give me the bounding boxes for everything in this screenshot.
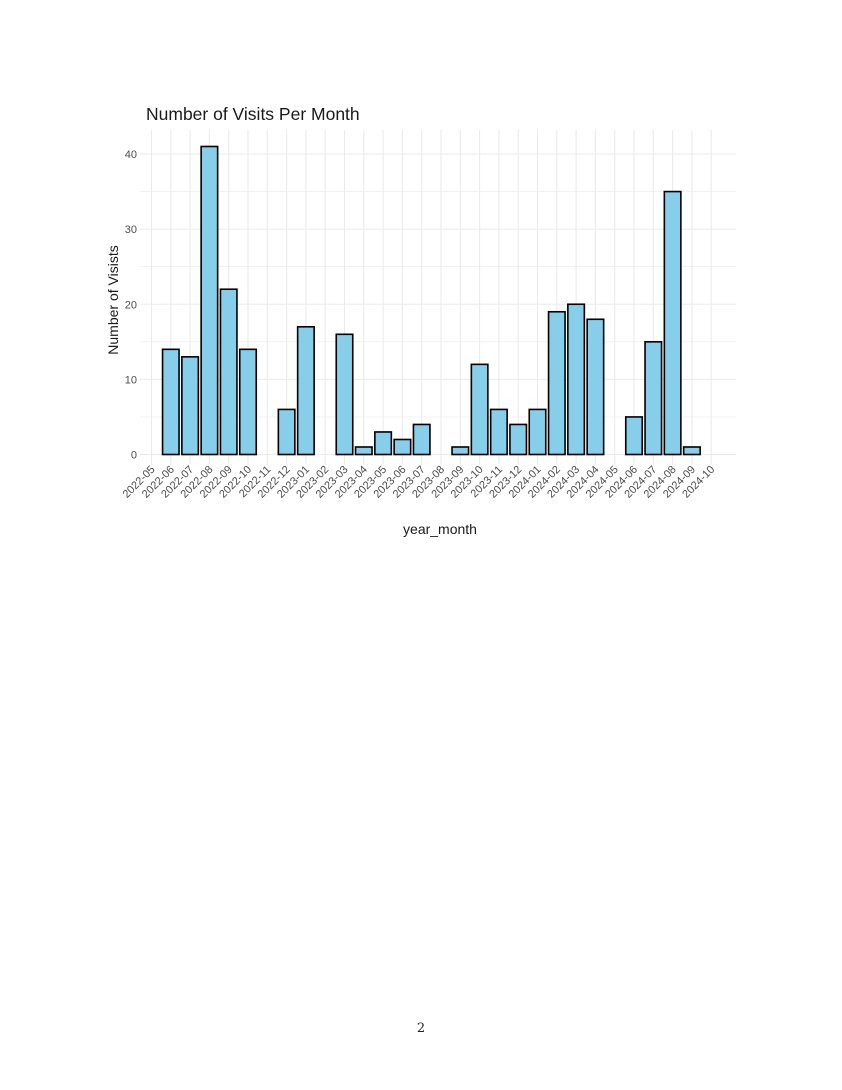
bar-2023-09 <box>451 446 470 456</box>
bar-2024-04 <box>586 318 605 456</box>
bar-2023-03 <box>335 333 354 456</box>
bar-2024-06 <box>624 416 644 456</box>
bar-2023-11 <box>489 408 508 456</box>
bar-2023-07 <box>412 423 431 456</box>
bar-2023-12 <box>509 423 528 456</box>
y-tick-label: 30 <box>125 224 137 236</box>
x-axis-label: year_month <box>403 521 477 537</box>
y-axis-label: Number of Visists <box>105 245 121 354</box>
bar-2023-05 <box>374 431 393 456</box>
bar-2022-12 <box>277 408 296 456</box>
bar-2024-09 <box>682 446 701 456</box>
bar-2023-01 <box>296 325 315 456</box>
bar-2024-07 <box>644 341 663 456</box>
bar-2022-09 <box>219 288 238 456</box>
bar-2024-08 <box>663 190 682 456</box>
y-tick-label: 0 <box>131 450 137 462</box>
visits-bar-chart: 0 10 20 30 40 2022-052022-062022-072022-0820… <box>105 104 736 537</box>
chart-title: Number of Visits Per Month <box>146 104 360 124</box>
bars <box>161 145 701 456</box>
bar-2022-07 <box>181 356 200 456</box>
y-tick-label: 40 <box>125 149 137 161</box>
y-axis-ticks: 0 10 20 30 40 <box>125 149 137 462</box>
x-axis-ticks: 2022-052022-062022-072022-082022-092022-… <box>121 464 718 501</box>
bar-2024-03 <box>567 303 586 456</box>
bar-2023-04 <box>354 446 373 456</box>
bar-2023-06 <box>393 438 412 456</box>
bar-2022-08 <box>200 145 219 456</box>
bar-2023-10 <box>470 363 489 456</box>
page-number: 2 <box>416 1021 426 1036</box>
y-tick-label: 10 <box>125 374 137 386</box>
bar-2022-06 <box>161 348 180 456</box>
y-tick-label: 20 <box>125 299 137 311</box>
bar-2024-02 <box>547 310 566 456</box>
bar-2022-10 <box>238 348 258 456</box>
bar-2024-01 <box>528 408 547 456</box>
